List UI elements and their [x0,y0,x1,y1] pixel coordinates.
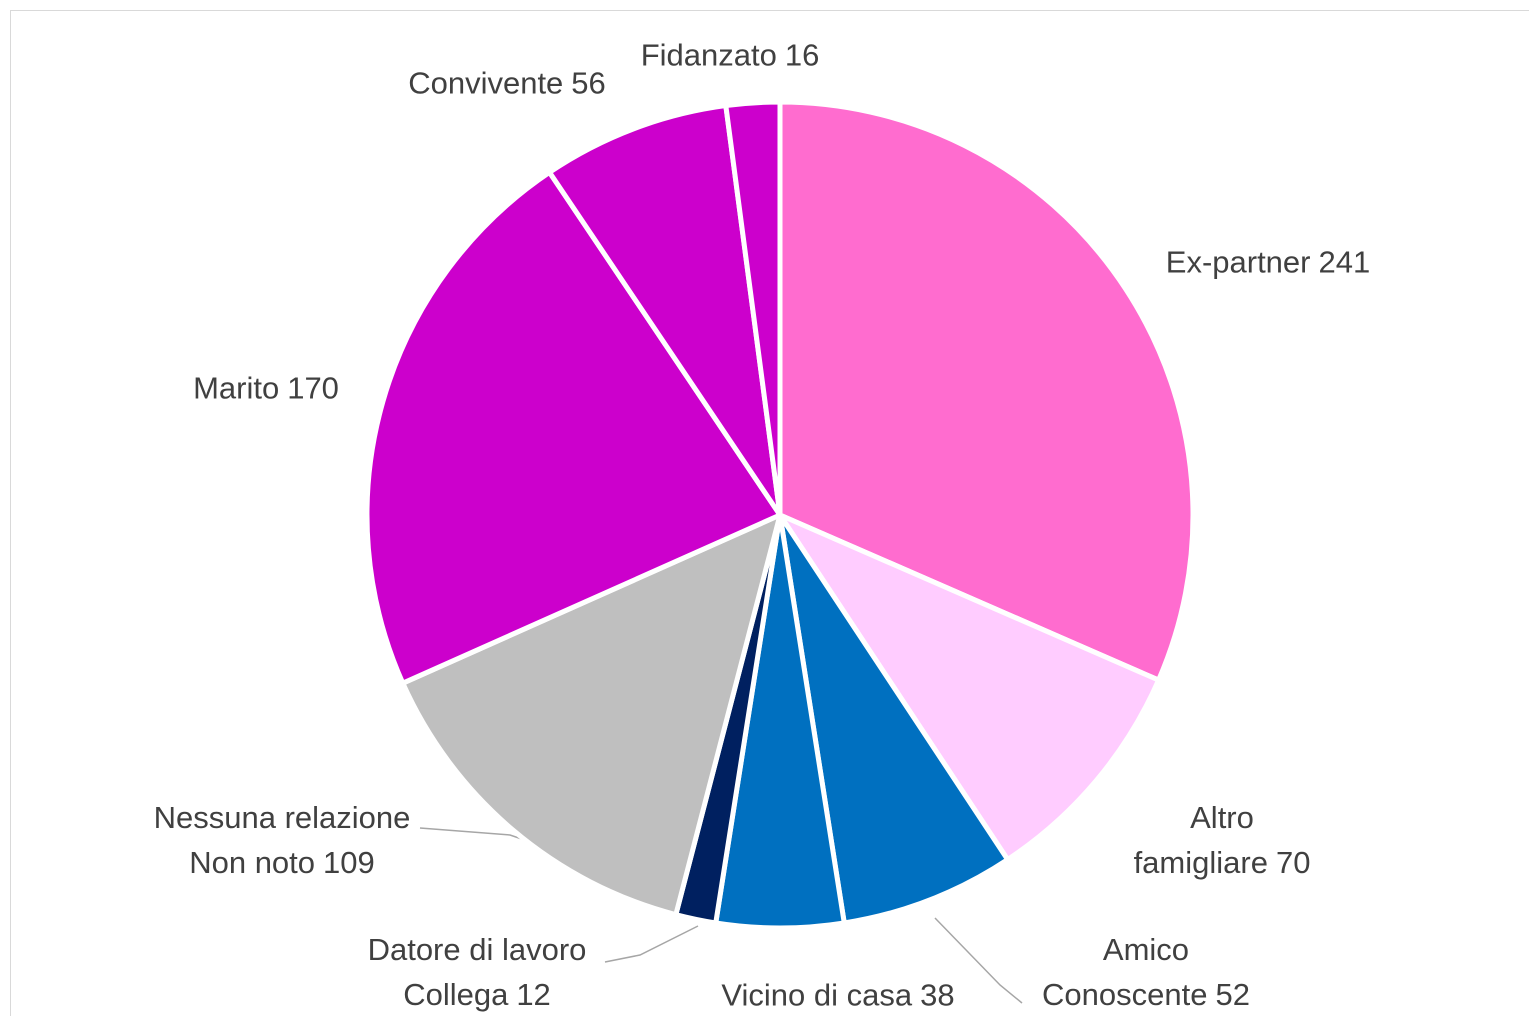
pie-slice [777,99,1196,683]
value-label: 12 [516,977,551,1012]
category-label: Convivente [408,65,564,101]
pie-slice [723,99,783,518]
data-label: Altro famigliare 70 [1134,795,1311,885]
leader-line [604,925,699,963]
data-label: Vicino di casa 38 [721,973,954,1016]
data-label: Amico Conoscente 52 [1042,927,1250,1016]
pie-slice [400,512,783,918]
value-label: 170 [287,370,339,406]
data-label: Datore di lavoro Collega 12 [368,927,587,1016]
category-label: Nessuna relazione Non noto [153,800,411,880]
category-label: Altro famigliare [1133,800,1268,880]
pie-slice [364,169,783,686]
category-label: Fidanzato [640,37,777,73]
value-label: 109 [323,845,375,880]
value-label: 16 [784,37,820,73]
category-label: Ex-partner [1165,244,1311,280]
value-label: 38 [920,977,955,1013]
data-label: Nessuna relazione Non noto 109 [154,795,411,885]
data-label: Ex-partner 241 [1166,240,1370,285]
pie-slice [777,512,1162,863]
pie-slice [777,512,1011,926]
pie-slice [546,103,783,518]
category-label: Marito [193,370,280,406]
value-label: 52 [1215,977,1250,1012]
category-label: Datore di lavoro Collega [367,932,587,1012]
value-label: 56 [571,65,606,101]
data-label: Marito 170 [193,366,339,411]
data-label: Convivente 56 [408,61,606,106]
data-label: Fidanzato 16 [641,33,820,78]
value-label: 70 [1275,845,1311,880]
category-label: Amico Conoscente [1042,932,1208,1012]
value-label: 241 [1318,244,1371,280]
leader-line [934,917,1023,1004]
category-label: Vicino di casa [721,977,913,1013]
chart-frame [10,10,1529,1016]
